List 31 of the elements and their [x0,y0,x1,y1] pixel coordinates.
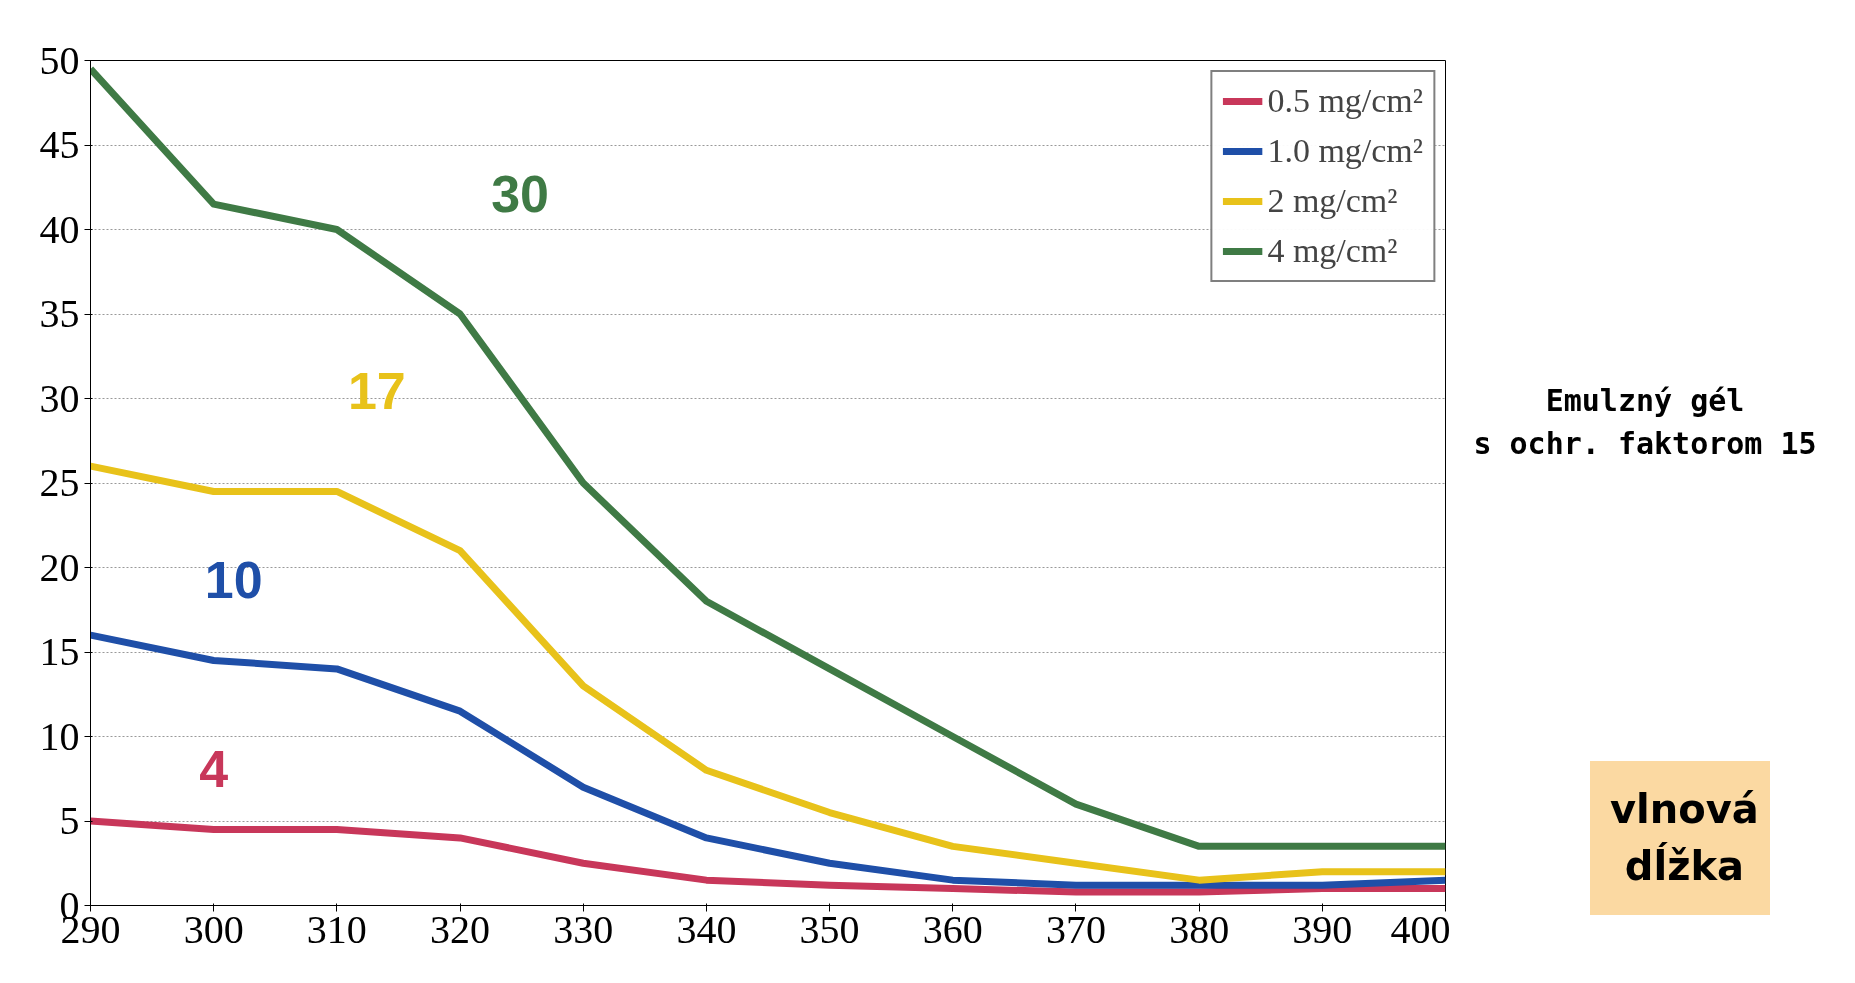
legend-label: 1.0 mg/cm² [1267,132,1423,170]
y-tick-label: 50 [39,37,80,83]
text: Emulzný gél s ochr. faktorom 15 [1473,382,1817,463]
x-tick-label: 300 [183,906,244,952]
legend-label: 0.5 mg/cm² [1267,82,1423,120]
y-tick-label: 45 [39,122,80,167]
annotation: 17 [347,362,406,421]
x-tick-label: 320 [430,906,491,952]
x-tick-label: 340 [676,906,737,952]
y-tick-label: 10 [39,713,80,759]
x-tick-label: 360 [922,906,983,952]
x-tick-label: 310 [306,906,367,952]
y-tick-label: 30 [39,375,80,421]
y-tick-label: 40 [39,206,80,252]
y-tick-label: 15 [39,629,80,674]
y-tick-label: 5 [59,798,80,843]
annotation: 10 [204,551,263,610]
y-tick-label: 25 [39,460,80,505]
x-tick-label: 400 [1390,906,1451,952]
legend-label: 4 mg/cm² [1267,232,1398,270]
x-tick-label: 380 [1169,906,1230,952]
x-tick-label: 330 [553,906,614,952]
x-tick-label: 370 [1045,906,1106,952]
x-tick-label: 350 [799,906,860,952]
x-tick-label: 390 [1292,906,1353,952]
annotation: 4 [199,740,229,799]
text: vlnová dĺžka [1610,784,1759,891]
legend-label: 2 mg/cm² [1267,182,1398,220]
annotation: 30 [491,165,549,223]
y-tick-label: 20 [39,544,80,590]
y-tick-label: 35 [39,291,80,336]
